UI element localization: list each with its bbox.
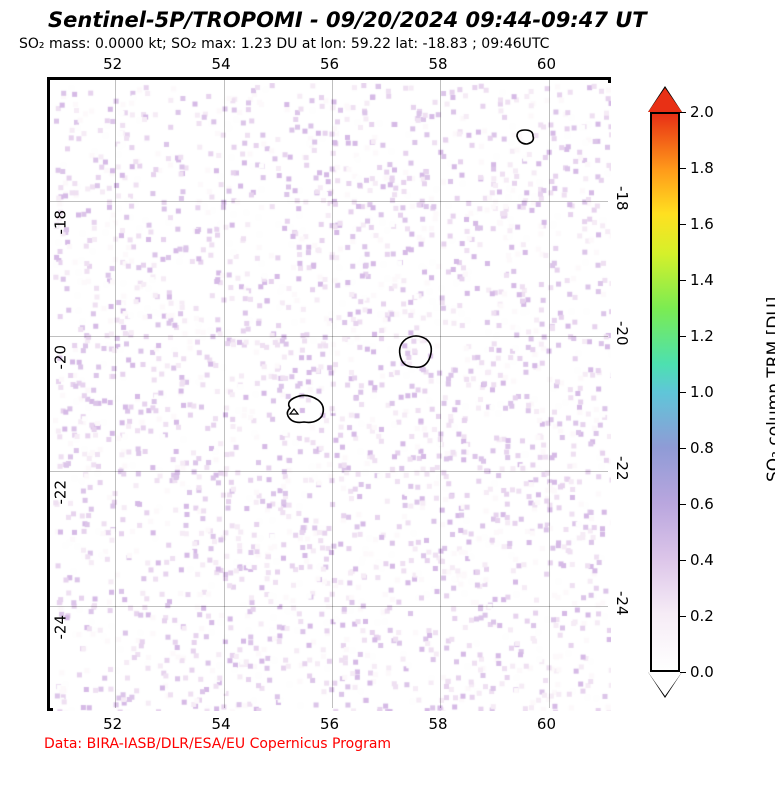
chart-title: Sentinel-5P/TROPOMI - 09/20/2024 09:44-0… [48, 8, 647, 32]
colorbar-tick [680, 224, 686, 225]
y-tick-label: -18 [52, 210, 70, 235]
x-tick-label: 58 [428, 715, 447, 733]
colorbar-tick-label: 0.0 [690, 663, 714, 681]
gridline-vertical [224, 80, 225, 708]
gridline-vertical [440, 80, 441, 708]
data-attribution: Data: BIRA-IASB/DLR/ESA/EU Copernicus Pr… [44, 736, 391, 752]
colorbar-underflow-bottom-icon [648, 672, 682, 696]
colorbar-tick [680, 672, 686, 673]
map-frame [47, 77, 611, 711]
x-tick-label: 52 [103, 715, 122, 733]
colorbar-tick [680, 504, 686, 505]
colorbar-axis-label: SO₂ column TRM [DU] [764, 302, 775, 482]
gridline-vertical [115, 80, 116, 708]
y-tick-label: -22 [613, 456, 631, 481]
gridline-horizontal [50, 471, 608, 472]
colorbar-tick-label: 1.6 [690, 215, 714, 233]
chart-subtitle: SO₂ mass: 0.0000 kt; SO₂ max: 1.23 DU at… [19, 36, 549, 52]
x-tick-label: 60 [537, 55, 556, 73]
x-tick-label: 58 [428, 55, 447, 73]
x-tick-label: 54 [212, 715, 231, 733]
colorbar-tick [680, 168, 686, 169]
x-tick-label: 52 [103, 55, 122, 73]
gridline-horizontal [50, 201, 608, 202]
colorbar-tick-label: 0.8 [690, 439, 714, 457]
colorbar-tick [680, 448, 686, 449]
colorbar-tick [680, 112, 686, 113]
colorbar-tick [680, 280, 686, 281]
colorbar-tick-label: 1.2 [690, 327, 714, 345]
colorbar-tick [680, 392, 686, 393]
x-tick-label: 54 [212, 55, 231, 73]
colorbar-gradient [650, 112, 680, 672]
colorbar-tick-label: 1.8 [690, 159, 714, 177]
gridline-horizontal [50, 336, 608, 337]
x-tick-label: 56 [320, 715, 339, 733]
colorbar-tick [680, 616, 686, 617]
y-tick-label: -20 [613, 321, 631, 346]
colorbar-tick-label: 2.0 [690, 103, 714, 121]
colorbar-tick-label: 1.0 [690, 383, 714, 401]
colorbar: 0.0 0.2 0.4 0.6 0.8 1.0 1.2 1.4 1.6 1.8 2.0 SO₂ co… [650, 88, 775, 696]
y-tick-label: -24 [613, 591, 631, 616]
colorbar-tick-label: 0.6 [690, 495, 714, 513]
gridline-vertical [332, 80, 333, 708]
x-tick-label: 56 [320, 55, 339, 73]
colorbar-tick-label: 0.2 [690, 607, 714, 625]
colorbar-tick [680, 336, 686, 337]
colorbar-tick [680, 560, 686, 561]
gridline-vertical [549, 80, 550, 708]
gridline-horizontal [50, 606, 608, 607]
y-tick-label: -24 [52, 615, 70, 640]
x-tick-label: 60 [537, 715, 556, 733]
colorbar-tick-label: 1.4 [690, 271, 714, 289]
island-mauritius [396, 333, 436, 373]
island-reunion [284, 394, 326, 426]
y-tick-label: -18 [613, 186, 631, 211]
island-rodrigues [513, 126, 537, 148]
y-tick-label: -22 [52, 480, 70, 505]
y-tick-label: -20 [52, 345, 70, 370]
colorbar-overflow-top-icon [648, 88, 682, 112]
colorbar-tick-label: 0.4 [690, 551, 714, 569]
